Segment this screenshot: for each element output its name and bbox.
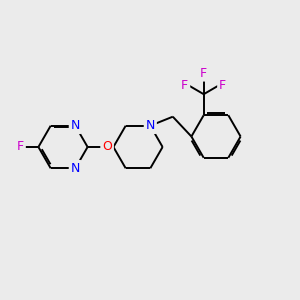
Text: F: F [17,140,24,154]
Text: N: N [70,119,80,132]
Text: N: N [146,119,155,132]
Text: F: F [200,67,207,80]
Text: N: N [70,162,80,175]
Text: F: F [181,79,188,92]
Text: O: O [102,140,112,154]
Text: F: F [219,79,226,92]
